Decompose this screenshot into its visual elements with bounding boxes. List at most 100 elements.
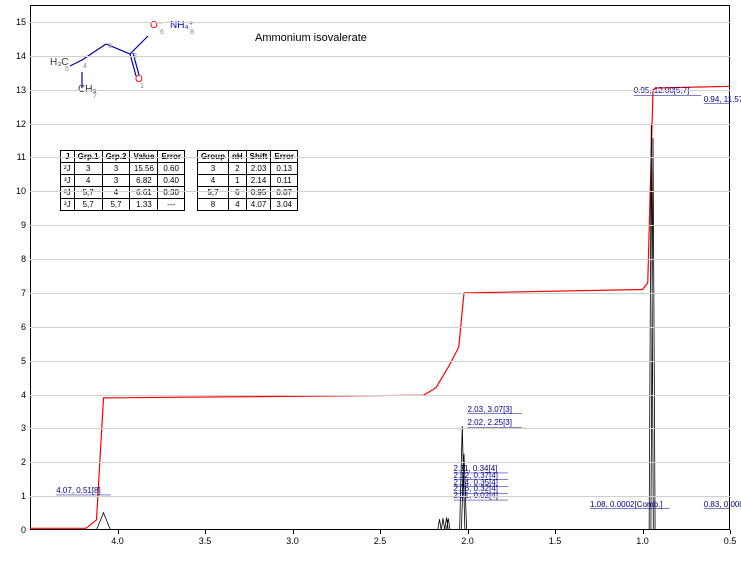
bond-line bbox=[82, 44, 106, 60]
table-row: 322.030.13 bbox=[197, 163, 297, 175]
y-tick-label: 15 bbox=[0, 17, 26, 27]
table-cell: 3 bbox=[197, 163, 228, 175]
table-cell: 4 bbox=[228, 199, 246, 211]
y-tick-label: 6 bbox=[0, 322, 26, 332]
grid-line bbox=[30, 361, 730, 362]
table-cell: 4 bbox=[197, 175, 228, 187]
table-cell: 0.95 bbox=[246, 187, 271, 199]
y-axis bbox=[0, 0, 30, 530]
x-tick-label: 1.0 bbox=[636, 536, 649, 546]
chart-title: Ammonium isovalerate bbox=[255, 32, 367, 44]
peak-label: 1.08, 0.0002[Comb.] bbox=[590, 500, 663, 509]
y-tick-label: 13 bbox=[0, 85, 26, 95]
table-cell: ³J bbox=[61, 187, 75, 199]
grid-line bbox=[30, 428, 730, 429]
x-tick-mark bbox=[555, 530, 556, 534]
table-cell: 0.30 bbox=[158, 187, 185, 199]
grid-line bbox=[30, 157, 730, 158]
table-cell: 5,7 bbox=[74, 199, 102, 211]
grid-line bbox=[30, 191, 730, 192]
x-tick-label: 3.0 bbox=[286, 536, 299, 546]
bond-line bbox=[130, 36, 148, 54]
y-tick-label: 7 bbox=[0, 288, 26, 298]
table-cell: 6.82 bbox=[130, 175, 158, 187]
grid-line bbox=[30, 124, 730, 125]
y-tick-label: 5 bbox=[0, 356, 26, 366]
table-cell: 1.33 bbox=[130, 199, 158, 211]
x-tick-mark bbox=[468, 530, 469, 534]
table-cell: 0.13 bbox=[271, 163, 298, 175]
x-tick-mark bbox=[293, 530, 294, 534]
x-tick-mark bbox=[380, 530, 381, 534]
grid-line bbox=[30, 225, 730, 226]
table-cell: ²J bbox=[61, 163, 75, 175]
j-coupling-table: JGrp.1Grp.2ValueError ²J3315.560.60³J436… bbox=[60, 150, 185, 211]
table-cell: 0.07 bbox=[271, 187, 298, 199]
y-tick-label: 8 bbox=[0, 254, 26, 264]
grid-line bbox=[30, 259, 730, 260]
table-row: 412.140.11 bbox=[197, 175, 297, 187]
grid-line bbox=[30, 496, 730, 497]
grid-line bbox=[30, 293, 730, 294]
x-tick-mark bbox=[730, 530, 731, 534]
table-cell: 3 bbox=[74, 163, 102, 175]
atom-label: 7 bbox=[93, 93, 97, 100]
table-cell: 5,7 bbox=[197, 187, 228, 199]
table-row: 5,760.950.07 bbox=[197, 187, 297, 199]
table-cell: 3.04 bbox=[271, 199, 298, 211]
y-tick-label: 11 bbox=[0, 152, 26, 162]
y-tick-label: 10 bbox=[0, 186, 26, 196]
y-tick-label: 12 bbox=[0, 119, 26, 129]
atom-label: 6 bbox=[160, 29, 164, 36]
peak-label: 0.94, 11.57[5,7] bbox=[704, 95, 741, 104]
table-cell: ³J bbox=[61, 175, 75, 187]
table-cell: 2.03 bbox=[246, 163, 271, 175]
table-cell: 4 bbox=[74, 175, 102, 187]
x-tick-label: 2.0 bbox=[461, 536, 474, 546]
bond-line bbox=[70, 60, 82, 66]
table-cell: 4.07 bbox=[246, 199, 271, 211]
atom-label: 3 bbox=[108, 43, 112, 50]
table-row: ²J5,75,71.33--- bbox=[61, 199, 185, 211]
table-cell: --- bbox=[158, 199, 185, 211]
x-tick-label: 1.5 bbox=[549, 536, 562, 546]
peak-label: 0.83, 0.0002[Comb.] bbox=[704, 500, 741, 509]
x-tick-label: 2.5 bbox=[374, 536, 387, 546]
x-tick-mark bbox=[118, 530, 119, 534]
table-cell: 4 bbox=[102, 187, 130, 199]
table-cell: 3 bbox=[102, 175, 130, 187]
table-cell: 6 bbox=[228, 187, 246, 199]
grid-line bbox=[30, 327, 730, 328]
table-cell: 2 bbox=[228, 163, 246, 175]
peak-label: 2.02, 2.25[3] bbox=[468, 418, 512, 427]
grid-line bbox=[30, 462, 730, 463]
y-tick-label: 9 bbox=[0, 220, 26, 230]
table-cell: 5,7 bbox=[102, 199, 130, 211]
table-cell: 6.61 bbox=[130, 187, 158, 199]
y-tick-label: 2 bbox=[0, 457, 26, 467]
table-cell: 8 bbox=[197, 199, 228, 211]
table-cell: 15.56 bbox=[130, 163, 158, 175]
peak-label: 4.07, 0.51[8] bbox=[56, 486, 100, 495]
table-row: ³J436.820.40 bbox=[61, 175, 185, 187]
x-tick-mark bbox=[643, 530, 644, 534]
x-tick-mark bbox=[205, 530, 206, 534]
atom-label: 5 bbox=[65, 66, 69, 73]
grid-line bbox=[30, 90, 730, 91]
table-row: 844.073.04 bbox=[197, 199, 297, 211]
table-cell: 2.14 bbox=[246, 175, 271, 187]
shift-table: GroupnHShiftError 322.030.13412.140.115,… bbox=[197, 150, 298, 211]
peak-label: 0.95, 12.00[5,7] bbox=[634, 86, 690, 95]
table-cell: 3 bbox=[102, 163, 130, 175]
atom-label: 8 bbox=[190, 29, 194, 36]
grid-line bbox=[30, 22, 730, 23]
table-row: ²J3315.560.60 bbox=[61, 163, 185, 175]
peak-label: 2.03, 3.07[3] bbox=[468, 405, 512, 414]
table-cell: 5,7 bbox=[74, 187, 102, 199]
atom-label: 4 bbox=[83, 63, 87, 70]
x-tick-label: 0.5 bbox=[724, 536, 737, 546]
table-row: ³J5,746.610.30 bbox=[61, 187, 185, 199]
y-tick-label: 0 bbox=[0, 525, 26, 535]
x-tick-label: 3.5 bbox=[199, 536, 212, 546]
table-cell: ²J bbox=[61, 199, 75, 211]
